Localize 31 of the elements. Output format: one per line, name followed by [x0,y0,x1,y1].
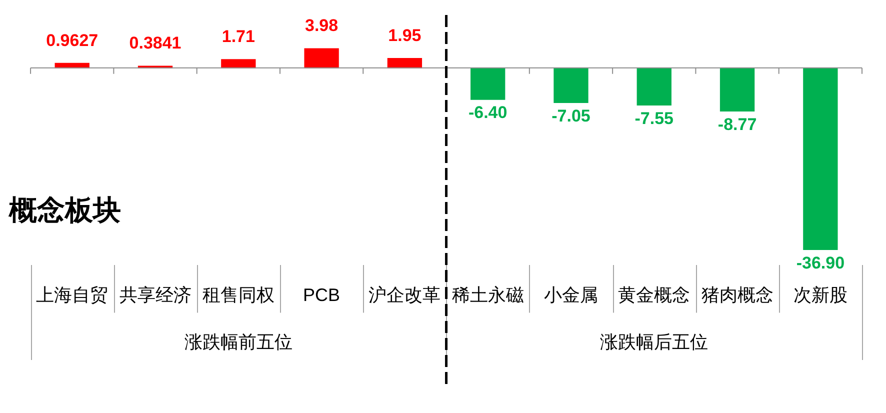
text: 涨跌幅前五位 [184,332,292,352]
x-tick-label: 黄金概念 [618,284,690,305]
bar [636,68,672,106]
text: 概念板块 [8,194,121,226]
x-tick-label: PCB [303,284,340,305]
bar [470,68,506,100]
data-label: 0.9627 [46,30,98,50]
bar [803,68,838,250]
data-label: -6.40 [468,103,508,122]
text: 涨跌幅后五位 [600,332,708,352]
bar [221,59,256,68]
data-label: 1.95 [388,26,422,46]
data-label: -8.77 [718,114,757,134]
x-tick-label: 沪企改革 [368,284,441,305]
x-tick-label: 租售同权 [202,284,274,305]
data-label: 0.3841 [129,34,182,53]
bar [387,58,422,68]
data-label: -7.55 [634,108,674,128]
data-label: 3.98 [305,16,338,35]
x-tick-label: 猪肉概念 [701,284,774,305]
data-label: -36.90 [796,254,845,273]
bar [554,68,588,104]
x-tick-label: 稀土永磁 [452,284,524,305]
x-tick-label: 小金属 [544,284,598,305]
x-tick-label: 共享经济 [119,284,192,305]
x-tick-label: 上海自贸 [36,284,108,305]
data-label: -7.05 [552,106,590,126]
data-label: 1.71 [222,27,255,46]
bar [720,68,755,112]
bar [304,48,339,68]
x-tick-label: 次新股 [793,284,848,305]
